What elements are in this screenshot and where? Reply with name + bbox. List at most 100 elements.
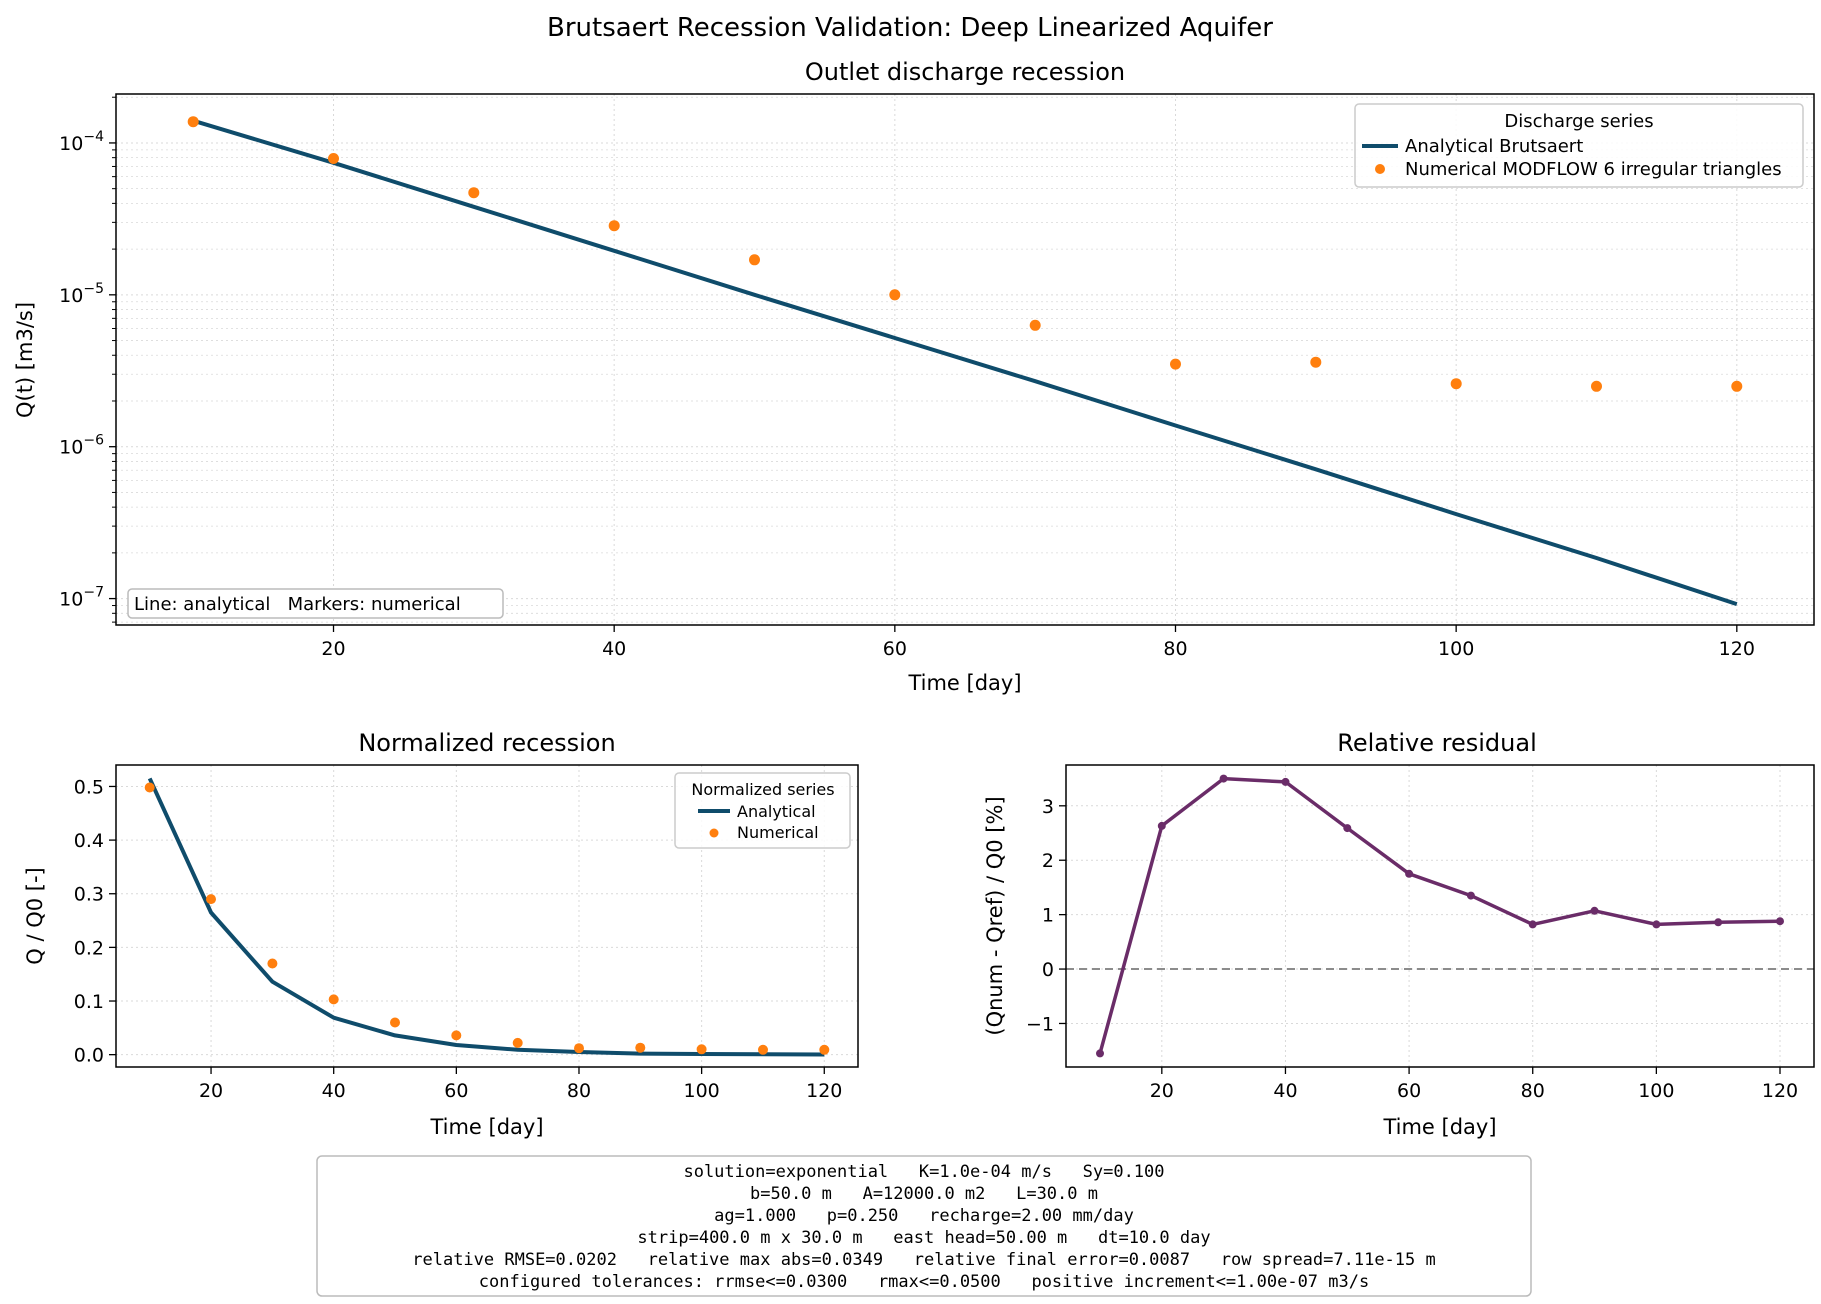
x-tick-label: 80: [1521, 1080, 1545, 1102]
x-tick-label: 80: [1163, 638, 1187, 660]
y-tick-label: −1: [1026, 1013, 1054, 1035]
residual-point: [1590, 906, 1599, 915]
x-tick-label: 20: [1150, 1080, 1174, 1102]
ticks-layer: −1 0 1 2 3 20 40 60 80 100 120: [1026, 796, 1798, 1102]
numerical-point: [206, 894, 216, 905]
legend-box: [1354, 103, 1804, 188]
numerical-point: [635, 1042, 646, 1053]
y-tick-label: 0.0: [74, 1045, 104, 1067]
ticks-layer: 0.0 0.1 0.2 0.3 0.4 0.5 20 40 60 80 100 120: [74, 776, 843, 1102]
x-tick-label: 40: [322, 1080, 346, 1102]
annotation-text: Line: analytical Markers: numerical: [134, 594, 461, 615]
numerical-point: [574, 1043, 584, 1054]
numerical-point: [1310, 356, 1322, 368]
legend-marker-numerical: [1375, 164, 1385, 174]
outlet-discharge-panel: Outlet discharge recession 10−4 10−5 10−6 1…: [13, 58, 1815, 695]
x-axis-label: Time [day]: [429, 1115, 543, 1139]
numerical-point: [749, 254, 760, 266]
normalized-recession-panel: Normalized recession 0.0 0.1 0.2 0.3 0.4 0.5 2…: [23, 729, 859, 1139]
annotation: Line: analytical Markers: numerical: [127, 588, 504, 619]
numerical-point: [144, 782, 155, 793]
y-tick-label: 0: [1042, 959, 1054, 981]
numerical-point: [819, 1044, 830, 1055]
legend-label-analytical: Analytical: [737, 802, 816, 821]
numerical-point: [1450, 378, 1462, 390]
marks-layer: [187, 116, 1743, 607]
y-tick-label: 3: [1042, 796, 1054, 818]
residual-point: [1714, 918, 1723, 927]
legend-label-numerical: Numerical MODFLOW 6 irregular triangles: [1405, 159, 1782, 180]
x-tick-label: 20: [199, 1080, 223, 1102]
numerical-point: [267, 958, 278, 969]
numerical-point: [889, 289, 901, 301]
numerical-point: [468, 187, 480, 199]
ticks-layer: 10−4 10−5 10−6 10−7 20 40 60 80 100 120: [59, 96, 1755, 660]
y-tick-label: 1: [1042, 905, 1054, 927]
y-tick-label: 10−7: [59, 585, 104, 611]
residual-point: [1157, 821, 1166, 830]
x-tick-label: 120: [1719, 638, 1755, 660]
x-tick-label: 20: [321, 638, 345, 660]
x-tick-label: 100: [1438, 638, 1474, 660]
numerical-point: [512, 1037, 523, 1048]
analytical-line: [192, 118, 1738, 607]
analytical-line: [147, 777, 825, 1057]
panel-title-normalized: Normalized recession: [358, 729, 615, 757]
residual-point: [1652, 920, 1661, 929]
residual-point: [1405, 869, 1414, 878]
y-tick-label: 0.1: [74, 991, 104, 1013]
grid-layer: [116, 765, 858, 1067]
x-axis-label: Time [day]: [907, 671, 1021, 695]
y-tick-label: 10−5: [59, 281, 104, 307]
x-tick-label: 80: [567, 1080, 591, 1102]
legend-label-analytical: Analytical Brutsaert: [1405, 136, 1583, 157]
summary-line-1: solution=exponential K=1.0e-04 m/s Sy=0.…: [683, 1162, 1164, 1182]
summary-line-4: strip=400.0 m x 30.0 m east head=50.00 m…: [637, 1228, 1210, 1248]
residual-point: [1281, 777, 1290, 786]
residual-point: [1528, 920, 1537, 929]
y-tick-label: 0.2: [74, 937, 104, 959]
numerical-point: [390, 1017, 400, 1028]
x-tick-label: 100: [1638, 1080, 1674, 1102]
figure-title: Brutsaert Recession Validation: Deep Lin…: [547, 13, 1273, 43]
summary-box: solution=exponential K=1.0e-04 m/s Sy=0.…: [316, 1155, 1532, 1297]
y-axis-label: Q / Q0 [-]: [23, 867, 47, 964]
marks-layer: [1066, 774, 1814, 1058]
legend-label-numerical: Numerical: [737, 823, 819, 842]
x-tick-label: 120: [806, 1080, 842, 1102]
numerical-point: [1029, 319, 1041, 331]
numerical-point: [1731, 380, 1743, 392]
y-tick-label: 2: [1042, 850, 1054, 872]
marks-layer: [144, 777, 830, 1057]
numerical-point: [1170, 358, 1181, 370]
summary-line-5: relative RMSE=0.0202 relative max abs=0.…: [412, 1250, 1436, 1270]
x-tick-label: 40: [1273, 1080, 1297, 1102]
residual-point: [1096, 1049, 1104, 1058]
x-tick-label: 100: [683, 1080, 719, 1102]
summary-line-2: b=50.0 m A=12000.0 m2 L=30.0 m: [750, 1184, 1098, 1204]
legend-title: Normalized series: [691, 780, 834, 799]
y-tick-label: 10−4: [59, 129, 104, 155]
numerical-point: [608, 220, 620, 232]
x-tick-label: 60: [444, 1080, 468, 1102]
summary-line-6: configured tolerances: rrmse<=0.0300 rma…: [479, 1272, 1369, 1292]
x-tick-label: 40: [602, 638, 626, 660]
legend-title: Discharge series: [1504, 111, 1653, 132]
y-tick-label: 0.3: [74, 884, 104, 906]
x-axis-label: Time [day]: [1382, 1115, 1496, 1139]
plot-frame: [115, 93, 1815, 626]
y-axis-label: Q(t) [m3/s]: [13, 302, 37, 418]
plot-frame: [115, 764, 859, 1068]
legend: Normalized series Analytical Numerical: [674, 772, 851, 849]
residual-line: [1098, 776, 1781, 1054]
numerical-point: [328, 994, 339, 1005]
panel-title-outlet: Outlet discharge recession: [805, 58, 1125, 86]
numerical-point: [328, 153, 339, 164]
y-tick-label: 10−6: [59, 433, 104, 459]
residual-point: [1466, 891, 1475, 900]
x-tick-label: 60: [1397, 1080, 1421, 1102]
y-tick-label: 0.4: [74, 830, 104, 852]
annotation-box: [127, 588, 504, 619]
numerical-point: [451, 1030, 462, 1041]
